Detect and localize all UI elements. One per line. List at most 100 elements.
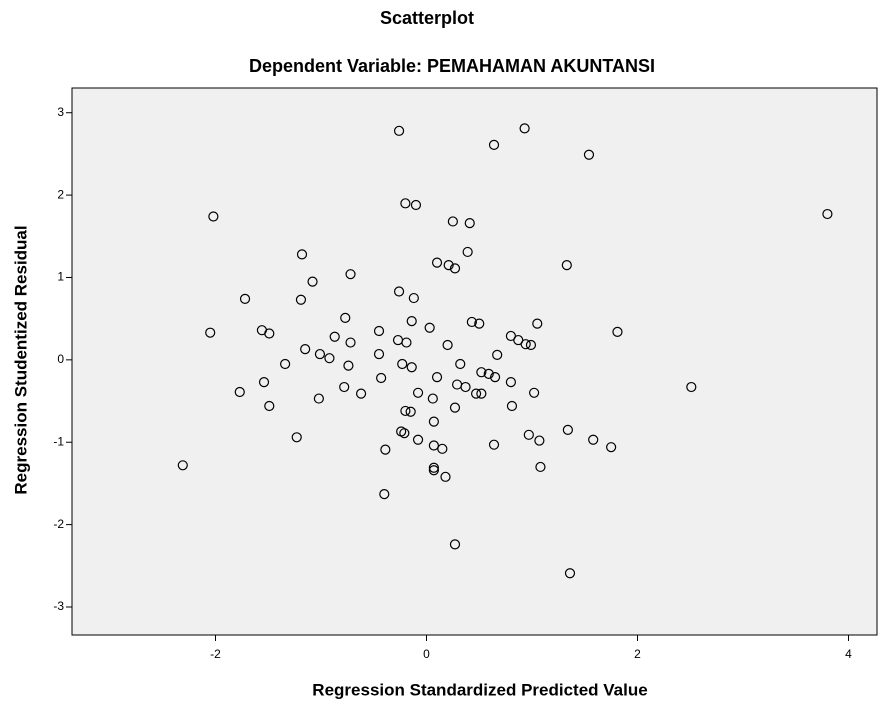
point [428,416,439,427]
point [520,339,531,350]
point [314,348,326,360]
point [822,208,833,220]
point [447,216,458,227]
point [562,424,573,435]
point [324,353,335,364]
x-tick-label: 2 [634,647,641,661]
point [408,292,419,304]
point [264,328,275,339]
x-axis-label: Regression Standardized Predicted Value [312,680,647,699]
point [343,360,354,371]
point [208,211,219,222]
y-tick-label: 2 [57,187,64,201]
point [449,539,461,550]
point [519,123,530,134]
point [355,388,367,399]
y-tick-label: 1 [57,270,64,284]
point [523,429,534,440]
y-tick-label: -2 [53,517,64,531]
point [428,465,439,476]
point [561,260,572,271]
point [373,348,385,360]
point [307,276,318,287]
y-axis-label: Regression Studentized Residual [11,225,30,494]
x-tick-label: -2 [210,647,221,661]
y-tick-label: 3 [57,105,64,119]
point [506,400,518,412]
point [400,198,411,209]
point [427,393,438,404]
x-tick-label: 0 [423,647,430,661]
point [505,376,516,388]
point [535,461,546,473]
point [431,257,443,268]
point [564,568,576,579]
point [588,434,599,445]
point [205,327,216,338]
point [340,312,351,323]
point [440,471,451,482]
point [583,149,595,160]
point [489,372,501,383]
point [431,372,443,383]
point [462,246,473,258]
point [424,322,435,333]
y-tick-label: 0 [57,352,64,366]
point [258,376,270,388]
point [470,388,482,399]
plot-area [71,87,878,636]
point [412,434,424,445]
point [686,381,697,393]
point [400,405,411,417]
point [460,381,471,393]
point [612,326,623,337]
point [280,358,291,370]
point [410,199,422,211]
point [412,387,424,398]
point [406,316,417,327]
point [291,432,302,443]
point [379,489,390,500]
point [464,218,475,229]
point [488,439,500,450]
point [442,339,453,351]
point [406,362,417,373]
point [329,331,340,342]
point [534,435,545,446]
point [296,249,308,260]
point [443,260,454,271]
point [437,443,448,454]
point [345,269,356,280]
point [476,367,487,378]
point [492,349,503,361]
point [449,263,461,274]
point [488,139,500,150]
point [295,294,307,305]
point [239,293,251,304]
point [313,393,324,404]
point [399,428,410,439]
point [393,286,405,297]
chart-subtitle: Dependent Variable: PEMAHAMAN AKUNTANSI [249,56,655,76]
point [529,387,540,398]
point [373,325,385,337]
x-tick-label: 4 [845,647,852,661]
point [606,442,617,453]
point [455,358,466,370]
point [532,318,543,329]
point [300,344,311,355]
y-tick-label: -1 [53,434,64,448]
y-tick-label: -3 [53,599,64,613]
point [428,440,439,451]
point [264,400,275,412]
point [393,125,405,136]
point [397,358,408,370]
point [376,372,387,384]
point [483,368,494,379]
point [466,316,477,328]
point [380,444,391,455]
chart-title: Scatterplot [380,8,474,28]
point [449,402,461,413]
point [345,337,356,348]
point [476,388,487,399]
